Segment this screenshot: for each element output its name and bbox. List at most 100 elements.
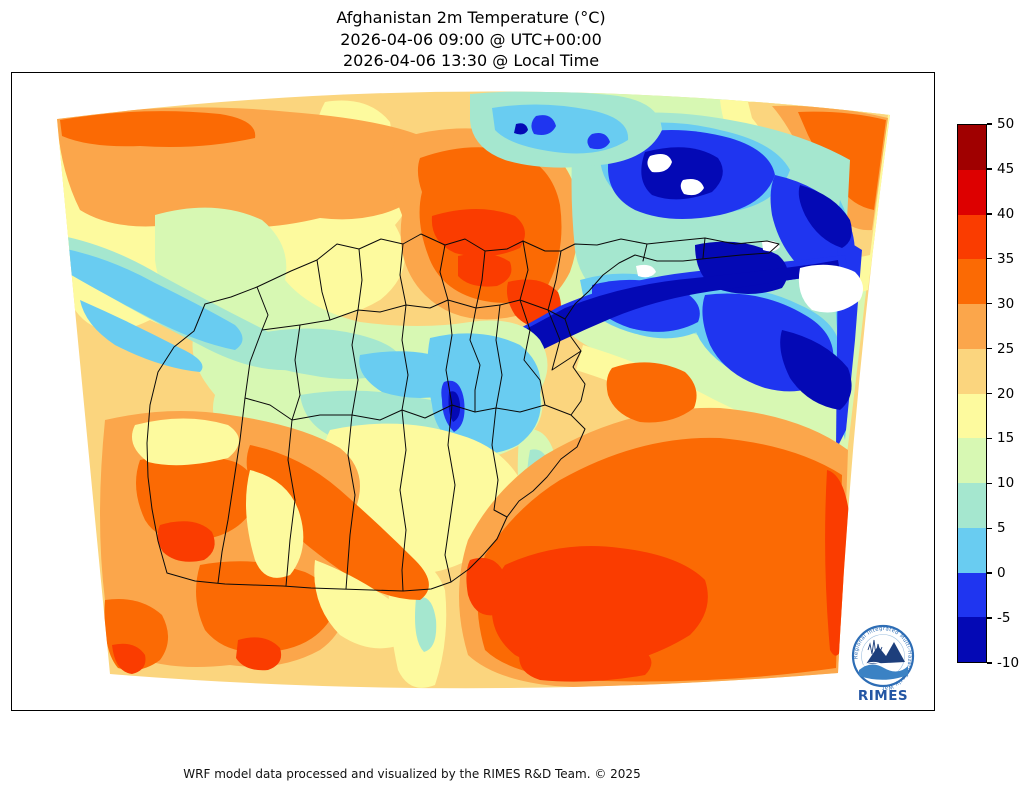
province-line	[444, 404, 456, 583]
temp-white-ne-3	[798, 264, 864, 313]
province-line	[357, 248, 363, 311]
temp-red-sw-2	[236, 637, 282, 671]
province-line	[351, 309, 359, 416]
colorbar-tick-label: 45	[997, 160, 1015, 177]
plot-title: Afghanistan 2m Temperature (°C) 2026-04-…	[336, 7, 605, 72]
province-line	[702, 237, 706, 259]
colorbar-tickmark	[987, 123, 992, 125]
colorbar-tick-label: -5	[997, 610, 1011, 627]
temp-yellow-sw-streak-4	[431, 484, 469, 545]
logo-wave-crest-icon	[860, 661, 884, 668]
temp-red-sw-3	[112, 643, 146, 674]
colorbar-tickmark	[987, 213, 992, 215]
temp-white-ne-2	[680, 179, 704, 196]
province-line	[217, 329, 263, 584]
logo-mountain-icon	[866, 642, 905, 664]
colorbar-tickmark	[987, 437, 992, 440]
colorbar-segment	[958, 348, 986, 394]
title-line-3: 2026-04-06 13:30 @ Local Time	[342, 51, 600, 70]
province-line	[519, 240, 529, 301]
province-line	[495, 304, 503, 409]
colorbar-tickmark	[987, 482, 992, 485]
temp-navy-dot	[514, 123, 528, 135]
colorbar-tickmark	[987, 258, 992, 260]
temp-navy-ne-3	[780, 330, 852, 410]
temp-skyblue-leftdiag-1	[62, 248, 243, 350]
colorbar-segment	[958, 393, 986, 439]
colorbar-tickmark	[987, 168, 992, 170]
title-line-1: Afghanistan 2m Temperature (°C)	[336, 8, 606, 27]
province-line	[469, 307, 481, 413]
province-line	[316, 259, 331, 321]
temp-red-northcenter-2	[458, 253, 512, 287]
province-line	[401, 304, 409, 411]
temp-blue-ne-4	[770, 175, 855, 282]
colorbar-segment	[958, 527, 986, 573]
province-line	[642, 243, 648, 262]
temp-navy-ne-4	[798, 185, 852, 248]
temp-red-northcenter-1	[431, 209, 525, 257]
colorbar-segment	[958, 483, 986, 528]
province-line	[399, 243, 407, 306]
temp-teal-streak-south	[415, 596, 437, 652]
colorbar-tickmark	[987, 617, 992, 619]
province-line	[547, 309, 582, 371]
temp-blue-dot-1	[531, 115, 556, 135]
temp-red-sw-1	[157, 521, 215, 562]
temp-orange-sw-1	[136, 454, 257, 541]
temp-orange-topleft	[60, 111, 256, 147]
province-line	[475, 250, 486, 309]
province-line	[399, 409, 407, 592]
credit-text: WRF model data processed and visualized …	[183, 767, 641, 781]
temp-skyblue-leftdiag-2	[80, 300, 203, 372]
temp-blue-dot-2	[587, 133, 610, 150]
colorbar-tick-label: 0	[997, 565, 1006, 582]
colorbar-tickmark	[987, 302, 992, 305]
temp-white-ne-4	[636, 264, 656, 278]
colorbar-segment	[958, 617, 986, 662]
title-line-2: 2026-04-06 09:00 @ UTC+00:00	[340, 29, 602, 49]
temp-yellow-sw-streak-3	[314, 560, 408, 649]
province-line	[256, 286, 269, 331]
temp-red-se-bottom	[519, 644, 652, 682]
temp-red-se-main	[491, 546, 708, 669]
province-boundaries	[146, 233, 780, 592]
colorbar-tick-label: 20	[997, 385, 1015, 402]
temp-red-se-west	[466, 557, 507, 616]
temp-orange-finger-east	[606, 362, 697, 423]
temperature-field	[57, 91, 890, 689]
colorbar-segment	[958, 572, 986, 618]
province-line	[445, 299, 453, 406]
colorbar-tick-label: 50	[997, 116, 1015, 132]
province-line	[547, 250, 562, 311]
colorbar-segment	[958, 125, 986, 170]
colorbar-segment	[958, 438, 986, 483]
temp-white-ne-1	[647, 154, 672, 173]
colorbar-tickmark	[987, 392, 992, 395]
colorbar-tick-label: 40	[997, 205, 1015, 222]
colorbar-segment	[958, 304, 986, 349]
colorbar-tick-label: 35	[997, 250, 1015, 267]
temp-skyblue-center-band	[359, 351, 464, 398]
colorbar-segment	[958, 259, 986, 304]
temp-yellow-sw-streak-1	[131, 418, 239, 466]
province-line	[345, 414, 356, 590]
colorbar-tickmark	[987, 527, 992, 529]
colorbar-segment	[958, 214, 986, 260]
province-line	[285, 419, 296, 587]
colorbar-tick-label: 5	[997, 520, 1006, 537]
colorbar-gradient	[957, 124, 987, 663]
logo-wordmark: RIMES	[858, 688, 908, 704]
logo-seismogram-icon	[867, 639, 883, 657]
colorbar-tick-label: 15	[997, 430, 1015, 447]
colorbar-tickmark	[987, 662, 992, 664]
colorbar-tick-label: 25	[997, 340, 1015, 357]
colorbar-tickmark	[987, 572, 992, 574]
province-line	[491, 407, 508, 518]
map-axes-frame	[11, 72, 935, 711]
province-line	[244, 397, 572, 421]
province-line	[439, 244, 449, 301]
province-line	[519, 299, 546, 406]
